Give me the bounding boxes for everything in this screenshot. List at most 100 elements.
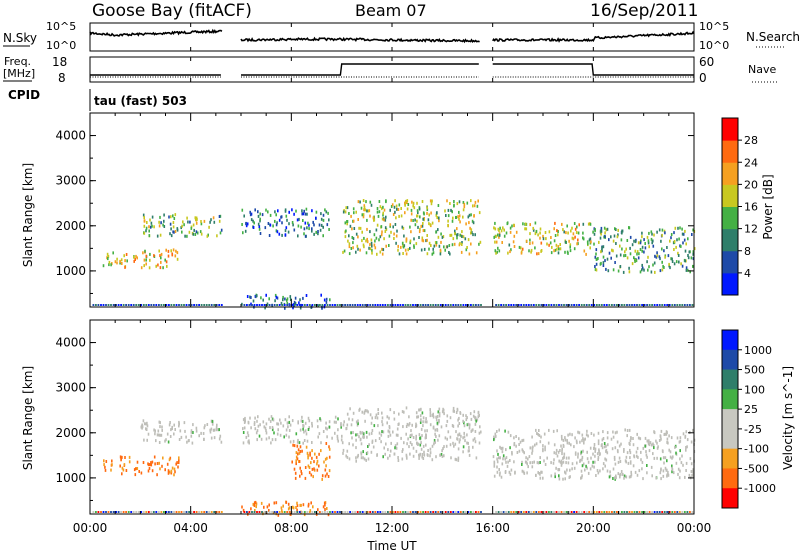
echo-cell: [166, 462, 169, 466]
echo-cell: [530, 250, 532, 254]
echo-cell: [269, 213, 272, 217]
echo-cell: [692, 428, 694, 432]
echo-cell: [605, 228, 608, 232]
echo-cell: [385, 199, 387, 203]
echo-cell: [140, 471, 143, 475]
echo-cell: [160, 221, 162, 225]
echo-cell: [637, 436, 640, 440]
echo-cell: [401, 241, 404, 245]
echo-cell: [425, 443, 427, 447]
echo-cell: [296, 508, 298, 512]
echo-cell: [336, 434, 339, 438]
echo-cell: [369, 247, 372, 251]
echo-cell: [624, 254, 627, 257]
echo-cell: [111, 463, 113, 467]
echo-cell: [595, 474, 597, 477]
echo-cell: [307, 464, 310, 468]
echo-cell: [454, 229, 456, 233]
echo-cell: [421, 200, 424, 203]
echo-cell: [334, 415, 337, 419]
echo-cell: [576, 242, 578, 246]
echo-cell: [615, 254, 618, 258]
echo-cell: [322, 430, 325, 433]
near-range-cell: [339, 304, 341, 306]
echo-cell: [436, 211, 438, 215]
near-range-cell: [314, 511, 316, 513]
echo-cell: [580, 476, 583, 480]
echo-cell: [622, 472, 624, 476]
near-range-cell: [616, 511, 618, 513]
echo-cell: [294, 476, 297, 480]
echo-cell: [430, 211, 432, 215]
echo-cell: [355, 438, 357, 442]
echo-cell: [458, 440, 461, 444]
echo-cell: [323, 501, 326, 505]
echo-cell: [652, 452, 654, 456]
echo-cell: [512, 240, 515, 244]
echo-cell: [467, 422, 470, 426]
echo-cell: [346, 412, 349, 416]
echo-cell: [169, 222, 172, 226]
near-range-cell: [193, 511, 195, 513]
echo-cell: [440, 240, 442, 244]
echo-cell: [616, 449, 619, 453]
echo-cell: [422, 444, 425, 448]
echo-cell: [286, 298, 288, 302]
echo-cell: [280, 506, 283, 510]
echo-cell: [346, 222, 348, 226]
near-range-cell: [447, 511, 450, 513]
echo-cell: [496, 250, 498, 254]
echo-cell: [475, 419, 477, 423]
near-range-cell: [389, 304, 392, 306]
echo-cell: [456, 233, 459, 237]
echo-cell: [308, 419, 311, 423]
echo-cell: [387, 429, 390, 433]
near-range-cell: [195, 511, 198, 513]
echo-cell: [328, 469, 331, 473]
echo-cell: [593, 232, 596, 236]
echo-cell: [587, 460, 590, 464]
echo-cell: [164, 439, 166, 443]
echo-cell: [140, 266, 143, 270]
echo-cell: [174, 213, 177, 217]
echo-cell: [145, 428, 148, 431]
echo-cell: [680, 262, 682, 266]
echo-cell: [462, 450, 464, 454]
near-range-cell: [147, 304, 150, 306]
echo-cell: [647, 241, 650, 245]
echo-cell: [409, 225, 411, 229]
near-range-cell: [412, 304, 414, 306]
echo-cell: [528, 249, 530, 253]
echo-cell: [643, 250, 645, 254]
echo-cell: [351, 436, 353, 440]
echo-cell: [211, 422, 214, 426]
echo-cell: [457, 215, 459, 219]
echo-cell: [614, 227, 616, 231]
echo-cell: [536, 432, 538, 435]
echo-cell: [619, 265, 622, 268]
echo-cell: [405, 406, 408, 410]
echo-cell: [526, 462, 528, 466]
echo-cell: [500, 447, 502, 451]
echo-cell: [685, 242, 687, 246]
echo-cell: [352, 237, 355, 241]
echo-cell: [299, 450, 302, 453]
near-range-cell: [160, 304, 163, 306]
near-range-cell: [339, 511, 341, 513]
echo-cell: [284, 229, 287, 233]
echo-cell: [395, 234, 398, 238]
echo-cell: [444, 436, 447, 440]
echo-cell: [601, 249, 603, 253]
echo-cell: [365, 200, 367, 204]
echo-cell: [495, 240, 498, 244]
echo-cell: [589, 467, 592, 471]
near-range-cell: [553, 511, 555, 513]
echo-cell: [436, 415, 439, 418]
echo-cell: [568, 456, 570, 460]
echo-cell: [421, 236, 424, 240]
echo-cell: [370, 238, 373, 242]
echo-cell: [384, 226, 387, 230]
echo-cell: [439, 252, 442, 256]
echo-cell: [393, 232, 395, 236]
